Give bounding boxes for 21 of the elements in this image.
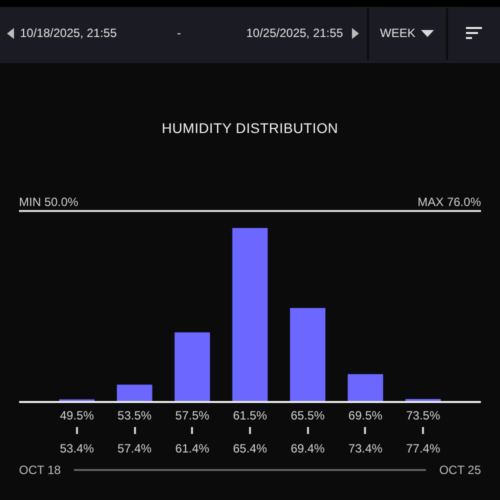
bar [348, 374, 384, 402]
text: - [177, 26, 181, 40]
text: OCT 18 [19, 463, 61, 477]
text: MAX 76.0% [418, 195, 481, 210]
category-label: 57.5% 61.4% [175, 408, 210, 456]
bar [116, 384, 152, 402]
text: MIN 50.0% [19, 195, 78, 210]
bar [290, 308, 326, 402]
category-label: 61.5% 65.4% [232, 408, 268, 456]
text: 10/25/2025, 21:55 [246, 26, 343, 40]
category-label: 73.5% 77.4% [406, 408, 440, 456]
text: OCT 25 [439, 463, 481, 477]
category-label: 53.5% 57.4% [118, 408, 152, 456]
category-label: 49.5% 53.4% [60, 408, 94, 456]
bar [174, 332, 210, 402]
chart-title: HUMIDITY DISTRIBUTION [160, 120, 340, 136]
category-label: 65.5% 69.4% [290, 408, 325, 456]
bar [232, 228, 268, 402]
text: 10/18/2025, 21:55 [20, 26, 117, 40]
text: WEEK [380, 26, 416, 40]
category-label: 69.5% 73.4% [348, 408, 382, 456]
